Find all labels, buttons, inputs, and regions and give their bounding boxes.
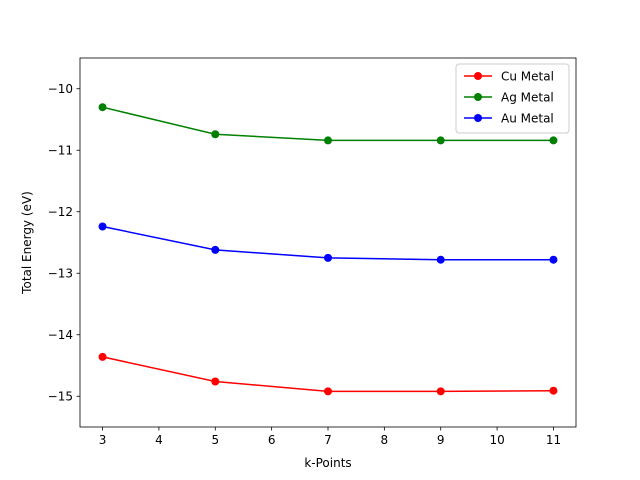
- data-point: [436, 136, 445, 145]
- legend-label-2: Au Metal: [501, 112, 554, 126]
- x-tick-label: 4: [155, 433, 163, 447]
- axes-frame: [79, 57, 577, 428]
- data-point: [436, 387, 445, 396]
- data-point: [98, 222, 107, 231]
- x-tick-label: 8: [381, 433, 389, 447]
- data-point: [549, 386, 558, 395]
- data-point: [211, 377, 220, 386]
- legend-label-0: Cu Metal: [501, 70, 554, 84]
- legend-marker-2: [474, 114, 482, 122]
- y-tick-label: −10: [48, 82, 73, 96]
- data-point: [98, 352, 107, 361]
- legend-box: [455, 63, 570, 134]
- legend: Cu Metal Ag Metal Au Metal: [455, 63, 570, 134]
- x-tick-label: 7: [324, 433, 332, 447]
- y-axis-label: Total Energy (eV): [20, 191, 34, 295]
- data-point: [436, 255, 445, 264]
- data-point: [98, 103, 107, 112]
- plot-area: 3 4 5 6 7 8 9 10 11 −15 −14 −13 −12 −11 −10: [48, 57, 577, 447]
- x-tick-label: 6: [268, 433, 276, 447]
- legend-marker-0: [474, 72, 482, 80]
- data-point: [211, 130, 220, 139]
- y-tick-label: −14: [48, 328, 73, 342]
- x-tick-label: 3: [99, 433, 107, 447]
- data-point: [324, 136, 332, 145]
- legend-marker-1: [474, 93, 482, 101]
- data-point: [549, 255, 558, 264]
- y-tick-label: −12: [48, 205, 73, 219]
- data-point: [324, 387, 332, 396]
- x-tick-label: 5: [211, 433, 219, 447]
- x-tick-label: 10: [489, 433, 504, 447]
- y-tick-label: −11: [48, 143, 73, 157]
- data-point: [549, 136, 558, 145]
- data-point: [324, 253, 332, 262]
- x-axis-label: k-Points: [304, 456, 351, 470]
- legend-label-1: Ag Metal: [501, 91, 554, 105]
- y-tick-label: −13: [48, 266, 73, 280]
- y-tick-label: −15: [48, 389, 73, 403]
- x-tick-label: 11: [546, 433, 561, 447]
- data-point: [211, 245, 220, 254]
- x-tick-label: 9: [437, 433, 445, 447]
